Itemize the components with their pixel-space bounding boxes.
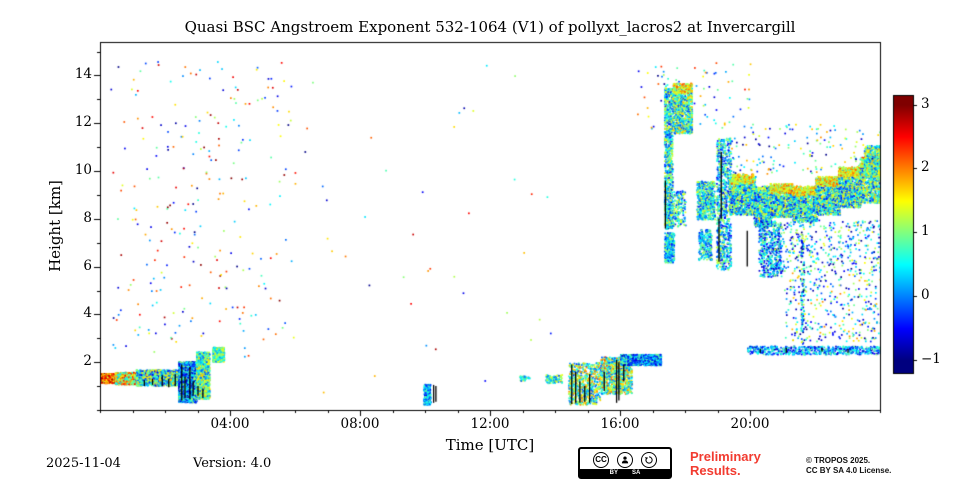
y-tick-label: 2 (83, 353, 92, 370)
y-tick-label: 14 (74, 66, 92, 83)
chart-title: Quasi BSC Angstroem Exponent 532-1064 (V… (184, 18, 796, 36)
y-tick-label: 12 (74, 114, 92, 131)
y-tick-label: 8 (83, 209, 92, 226)
y-tick-label: 4 (83, 305, 92, 322)
share-alike-icon (641, 451, 657, 468)
x-tick-label: 08:00 (340, 416, 380, 432)
preliminary-line2: Results. (690, 463, 741, 478)
preliminary-results-notice: Preliminary Results. (690, 450, 761, 478)
x-tick-label: 12:00 (470, 416, 510, 432)
colorbar-tick-label: 2 (921, 158, 930, 175)
x-tick-label: 04:00 (210, 416, 250, 432)
cc-icons-row: CC (580, 449, 670, 469)
cc-license-badge: CC BY SA (578, 447, 672, 479)
colorbar-tick-label: 1 (921, 222, 930, 239)
copyright-notice: © TROPOS 2025. CC BY SA 4.0 License. (806, 456, 891, 475)
cc-strip: BY SA (580, 469, 670, 477)
x-tick-label: 16:00 (600, 416, 640, 432)
colorbar-tick-label: 0 (921, 286, 930, 303)
y-tick-label: 6 (83, 257, 92, 274)
cc-sa-label: SA (632, 470, 641, 476)
cc-by-label: BY (609, 470, 618, 476)
y-tick-label: 10 (74, 162, 92, 179)
x-tick-label: 20:00 (730, 416, 770, 432)
date-label: 2025-11-04 (46, 456, 121, 471)
colorbar-tick-label: −1 (921, 350, 941, 367)
copyright-line2: CC BY SA 4.0 License. (806, 465, 892, 475)
copyright-line1: © TROPOS 2025. (806, 456, 871, 465)
version-label: Version: 4.0 (193, 456, 272, 471)
cc-logo-icon: CC (593, 451, 609, 468)
x-axis-label: Time [UTC] (445, 436, 535, 454)
colorbar-tick-label: 3 (921, 95, 930, 112)
preliminary-line1: Preliminary (690, 449, 761, 464)
attribution-person-icon (617, 451, 633, 468)
